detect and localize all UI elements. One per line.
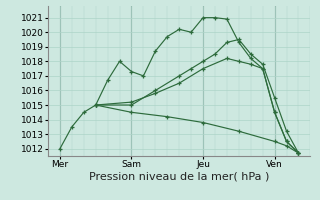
X-axis label: Pression niveau de la mer( hPa ): Pression niveau de la mer( hPa ) [89, 172, 269, 182]
